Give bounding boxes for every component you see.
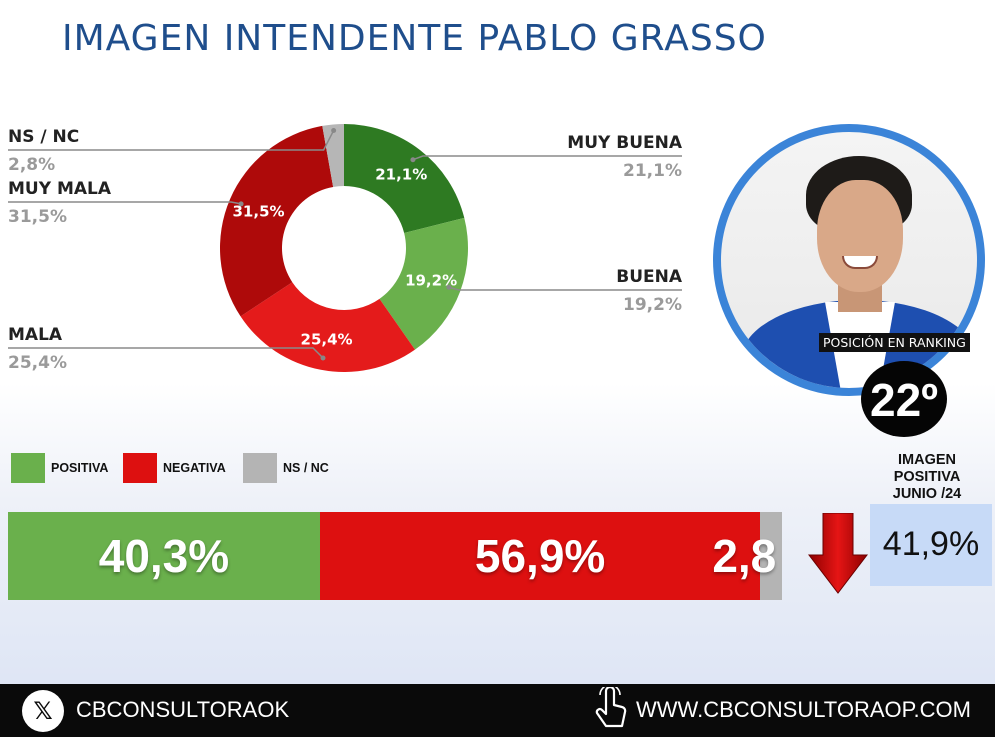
slice-mala [240, 282, 415, 372]
legend-label-negativa: NEGATIVA [163, 461, 226, 475]
bar-negativa [319, 512, 761, 600]
down-arrow-icon [807, 513, 869, 594]
chart-title: IMAGEN INTENDENTE PABLO GRASSO [62, 18, 767, 59]
bar-nsnc [760, 512, 782, 600]
x-logo-icon[interactable]: 𝕏 [22, 690, 64, 732]
donut-chart: 21,1% 19,2% 25,4% 31,5% MUY BUENA 21,1% BUENA… [8, 124, 683, 373]
callout-name-muy-mala: MUY MALA [8, 179, 112, 199]
legend-label-nsnc: NS / NC [283, 461, 329, 475]
callout-line-muy-buena [412, 155, 682, 161]
callout-dot-muy-buena [410, 157, 416, 163]
callout-value-muy-buena: 21,1% [623, 161, 682, 181]
pointer-hand-icon [595, 687, 627, 728]
callout-value-buena: 19,2% [623, 295, 682, 315]
callout-dot-ns-nc [331, 127, 337, 133]
ranking-label: POSICIÓN EN RANKING [819, 333, 970, 352]
bar-label-positiva: 40,3% [98, 530, 230, 582]
callout-line-ns-nc [8, 130, 335, 151]
callout-line-buena [448, 286, 682, 291]
legend-label-positiva: POSITIVA [51, 461, 109, 475]
website-link[interactable]: WWW.CBCONSULTORAOP.COM [636, 697, 971, 723]
slice-buena [379, 217, 468, 350]
slice-label-buena: 19,2% [405, 272, 457, 290]
footer-bar: 𝕏 CBCONSULTORAOK WWW.CBCONSULTORAOP.COM [0, 684, 995, 737]
legend-swatch-nsnc [243, 453, 277, 483]
slice-label-mala: 25,4% [301, 330, 353, 348]
callout-dot-buena [446, 284, 452, 290]
slice-label-muy-mala: 31,5% [233, 202, 285, 220]
slice-label-muy-buena: 21,1% [375, 166, 427, 184]
callout-name-muy-buena: MUY BUENA [567, 133, 683, 153]
callout-value-muy-mala: 31,5% [8, 207, 67, 227]
bar-positiva [8, 512, 320, 600]
photo-face [817, 180, 903, 292]
callout-line-muy-mala [8, 201, 242, 205]
x-handle[interactable]: CBCONSULTORAOK [76, 697, 290, 722]
slice-muy-buena [344, 124, 465, 233]
slice-muy-mala [220, 125, 334, 317]
ranking-badge: 22º [861, 361, 947, 437]
legend-swatch-positiva [11, 453, 45, 483]
june-label: IMAGEN POSITIVA JUNIO /24 [892, 452, 962, 502]
slice-ns-nc [322, 124, 344, 187]
callout-dot-muy-mala [238, 201, 244, 207]
stacked-bar: 40,3% 56,9% 2,8 [8, 512, 782, 600]
callout-value-ns-nc: 2,8% [8, 155, 55, 175]
legend-swatch-negativa [123, 453, 157, 483]
callout-name-ns-nc: NS / NC [8, 127, 79, 147]
bar-label-nsnc: 2,8 [712, 530, 777, 582]
callout-name-buena: BUENA [616, 267, 683, 287]
bar-label-negativa: 56,9% [474, 530, 606, 582]
intendente-photo [713, 124, 985, 396]
callout-value-mala: 25,4% [8, 353, 67, 373]
june-value: 41,9% [870, 504, 992, 586]
callout-dot-mala [320, 355, 326, 361]
callout-line-mala [8, 347, 324, 359]
callout-name-mala: MALA [8, 325, 63, 345]
website-text: WWW.CBCONSULTORAOP.COM [636, 697, 971, 722]
